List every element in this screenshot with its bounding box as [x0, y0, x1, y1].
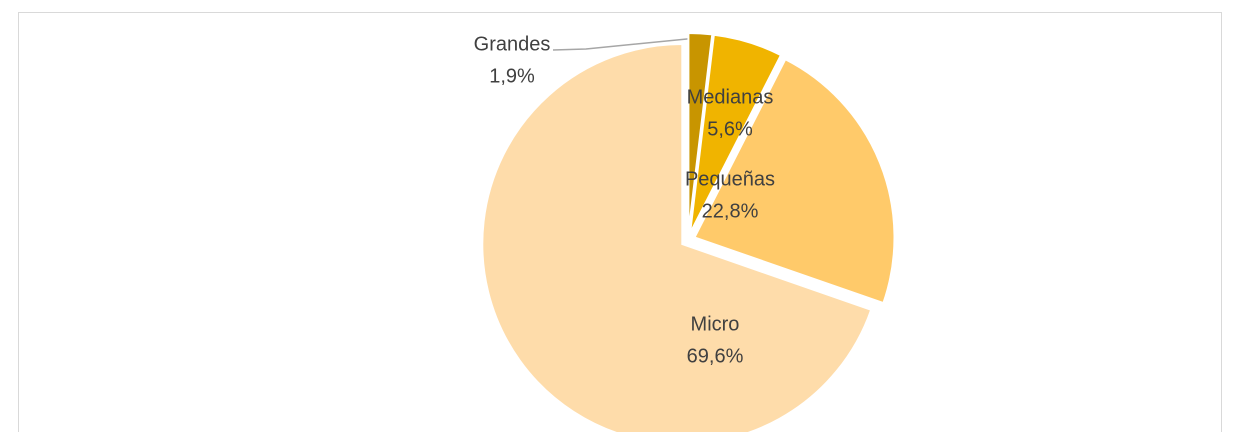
pie-slice — [481, 43, 873, 432]
slice-label: Pequeñas — [685, 168, 775, 190]
chart-frame — [18, 12, 1222, 432]
slice-value-label: 5,6% — [707, 118, 753, 140]
pie-slice — [693, 57, 896, 305]
slice-value-label: 22,8% — [702, 200, 759, 222]
slice-label: Micro — [691, 313, 740, 335]
slice-value-label: 1,9% — [489, 65, 535, 87]
slice-value-label: 69,6% — [687, 345, 744, 367]
pie-slice — [687, 32, 714, 234]
slice-label: Medianas — [687, 86, 774, 108]
slice-label: Grandes — [474, 33, 551, 55]
leader-line — [552, 37, 698, 51]
pie-slice — [689, 33, 783, 234]
